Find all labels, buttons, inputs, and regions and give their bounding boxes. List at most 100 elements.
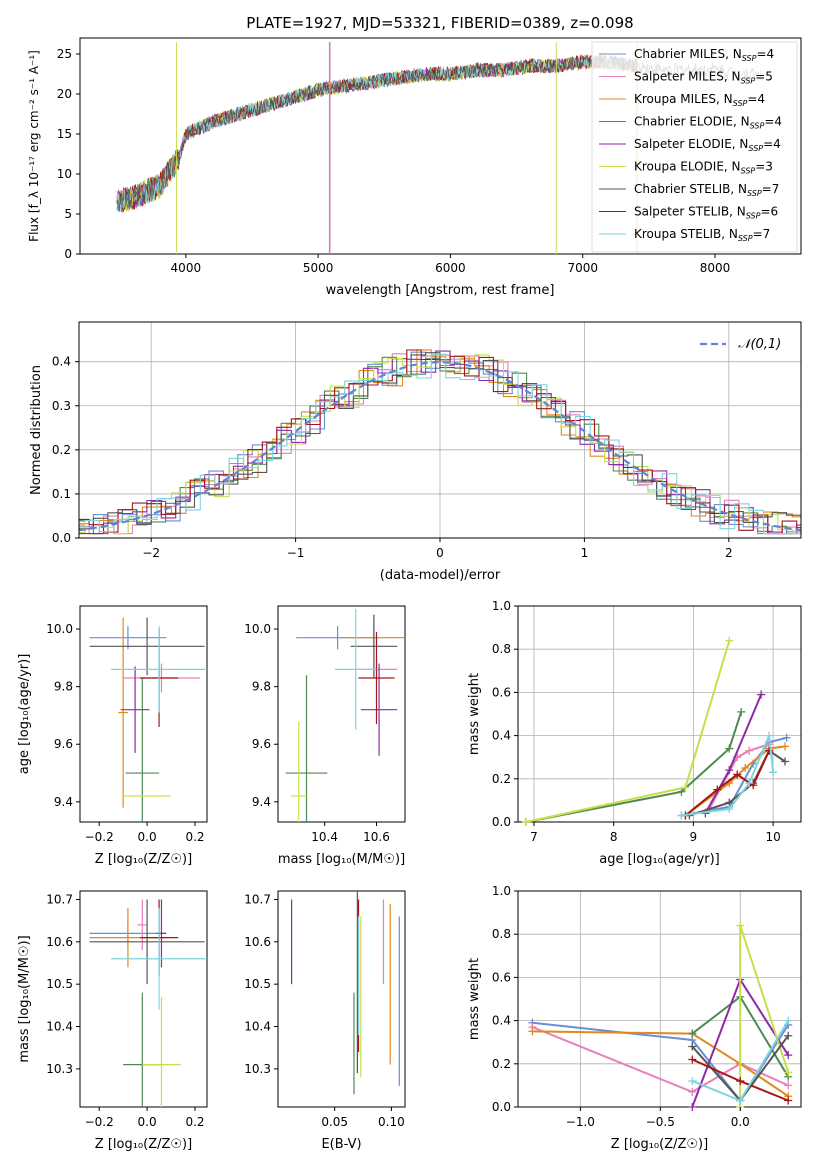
- mass-weight-vs-metallicity-panel: −1.0 −0.5 0.0 0.0 0.2 0.4 0.6 0.8 1.0 Z [log₁₀(Z/…: [467, 884, 802, 1152]
- x-axis-label: Z [log₁₀(Z/Z☉)]: [95, 852, 192, 867]
- plus-marker: [681, 783, 690, 792]
- histogram-step: [79, 349, 801, 535]
- plus-marker: [737, 707, 746, 716]
- axes-frame: [79, 605, 208, 823]
- y-tick-label: 10.7: [46, 892, 73, 906]
- plus-marker: [781, 742, 790, 751]
- x-tick-label: 0.10: [378, 1115, 405, 1129]
- histogram-step: [79, 354, 801, 535]
- x-tick-label: 4000: [171, 261, 202, 275]
- x-tick-label: 0.2: [185, 1115, 204, 1129]
- residuals-xlabel: (data-model)/error: [380, 568, 501, 583]
- y-tick-label: 0.4: [492, 729, 511, 743]
- gaussian-legend-label: 𝒩(0,1): [738, 337, 781, 352]
- legend-label: Kroupa STELIB, NSSP=7: [634, 227, 770, 243]
- plus-marker: [782, 733, 791, 742]
- spectrum-legend: Chabrier MILES, NSSP=4 Salpeter MILES, NS…: [591, 41, 798, 253]
- y-tick-label: 0.2: [492, 772, 511, 786]
- y-tick-label: 25: [57, 47, 72, 61]
- x-tick-label: −1.0: [566, 1115, 595, 1129]
- y-tick-label: 9.4: [252, 795, 271, 809]
- x-tick-label: 0.05: [321, 1115, 348, 1129]
- mass-vs-metallicity-panel: −0.2 0.0 0.2 10.3 10.4 10.5 10.6 10.7 Z [log₁₀(Z…: [17, 890, 208, 1152]
- axes-frame: [517, 605, 802, 823]
- x-tick-label: 0.0: [138, 1115, 157, 1129]
- residuals-ylabel: Normed distribution: [29, 365, 44, 495]
- plus-marker: [713, 785, 722, 794]
- x-tick-label: −2: [142, 546, 160, 560]
- x-tick-label: 6000: [435, 261, 466, 275]
- plus-marker: [784, 1031, 793, 1040]
- y-tick-label: 0.8: [492, 642, 511, 656]
- y-tick-label: 0.4: [492, 1014, 511, 1028]
- plus-marker: [725, 805, 734, 814]
- x-axis-label: mass [log₁₀(M/M☉)]: [278, 852, 405, 867]
- y-tick-label: 0.6: [492, 970, 511, 984]
- spectrum-ylabel: Flux [f_λ 10⁻¹⁷ erg cm⁻² s⁻¹ A⁻¹]: [27, 50, 41, 242]
- x-tick-label: 0.0: [731, 1115, 750, 1129]
- legend-label: Kroupa MILES, NSSP=4: [634, 92, 765, 108]
- x-axis-label: age [log₁₀(age/yr)]: [599, 852, 720, 867]
- plus-marker: [688, 1077, 697, 1086]
- x-tick-label: −0.2: [85, 830, 114, 844]
- y-tick-label: 10.5: [46, 977, 73, 991]
- y-tick-label: 10.3: [46, 1062, 73, 1076]
- x-tick-label: 10.6: [363, 830, 390, 844]
- x-tick-label: 1: [581, 546, 589, 560]
- legend-box: [591, 41, 798, 253]
- plus-marker: [765, 731, 774, 740]
- y-tick-label: 10.0: [244, 622, 271, 636]
- x-tick-label: 8: [610, 830, 618, 844]
- x-axis-label: Z [log₁₀(Z/Z☉)]: [95, 1137, 192, 1152]
- plus-marker: [757, 690, 766, 699]
- plus-marker: [784, 1081, 793, 1090]
- plus-marker: [688, 1042, 697, 1051]
- x-tick-label: 8000: [700, 261, 731, 275]
- y-tick-label: 0.0: [492, 815, 511, 829]
- weight-line: [532, 1026, 789, 1094]
- y-tick-label: 10.4: [46, 1020, 73, 1034]
- plus-marker: [769, 768, 778, 777]
- errorbar-group: [89, 617, 207, 822]
- y-tick-label: 10.6: [244, 935, 271, 949]
- y-tick-label: 0: [64, 247, 72, 261]
- plus-marker: [725, 636, 734, 645]
- y-tick-label: 0.0: [492, 1100, 511, 1114]
- legend-label: Salpeter MILES, NSSP=5: [634, 70, 773, 86]
- plus-marker: [784, 1096, 793, 1105]
- plus-marker: [528, 1027, 537, 1036]
- plus-marker: [784, 1051, 793, 1060]
- plus-marker: [688, 1103, 697, 1111]
- plus-marker: [784, 1016, 793, 1025]
- y-tick-label: 9.6: [252, 737, 271, 751]
- spectrum-panel: 4000 5000 6000 7000 8000 0 5 10 15 20 25 wavelengt…: [27, 37, 802, 298]
- x-tick-label: −0.5: [646, 1115, 675, 1129]
- x-tick-label: 10.4: [311, 830, 338, 844]
- y-tick-label: 0.2: [52, 443, 71, 457]
- y-tick-label: 10.4: [244, 1020, 271, 1034]
- weight-line: [525, 711, 743, 823]
- plus-marker: [745, 779, 754, 788]
- x-tick-label: 9: [690, 830, 698, 844]
- plus-marker: [745, 746, 754, 755]
- y-axis-label: mass [log₁₀(M/M☉)]: [17, 935, 32, 1062]
- weight-line: [525, 640, 731, 823]
- legend-label: Chabrier ELODIE, NSSP=4: [634, 115, 782, 131]
- y-tick-label: 10.0: [46, 622, 73, 636]
- plus-marker: [688, 1087, 697, 1096]
- x-tick-label: 0.0: [138, 830, 157, 844]
- residuals-panel: −2 −1 0 1 2 0.0 0.1 0.2 0.3 0.4 (data-model)/erro…: [29, 321, 802, 583]
- spectrum-axes-frame: [79, 37, 802, 255]
- mass-weight-vs-age-panel: 7 8 9 10 0.0 0.2 0.4 0.6 0.8 1.0 age [log₁₀(age/yr…: [467, 599, 802, 867]
- legend-label: Salpeter STELIB, NSSP=6: [634, 205, 778, 221]
- y-tick-label: 9.8: [252, 680, 271, 694]
- y-tick-label: 10.7: [244, 892, 271, 906]
- plus-marker: [736, 1077, 745, 1086]
- figure-title: PLATE=1927, MJD=53321, FIBERID=0389, z=0…: [246, 14, 633, 32]
- axes-frame: [277, 890, 406, 1108]
- plus-marker: [736, 921, 745, 930]
- plus-marker: [688, 1029, 697, 1038]
- y-tick-label: 0.3: [52, 399, 71, 413]
- spectrum-series-line: [116, 53, 639, 213]
- histogram-step: [79, 353, 801, 535]
